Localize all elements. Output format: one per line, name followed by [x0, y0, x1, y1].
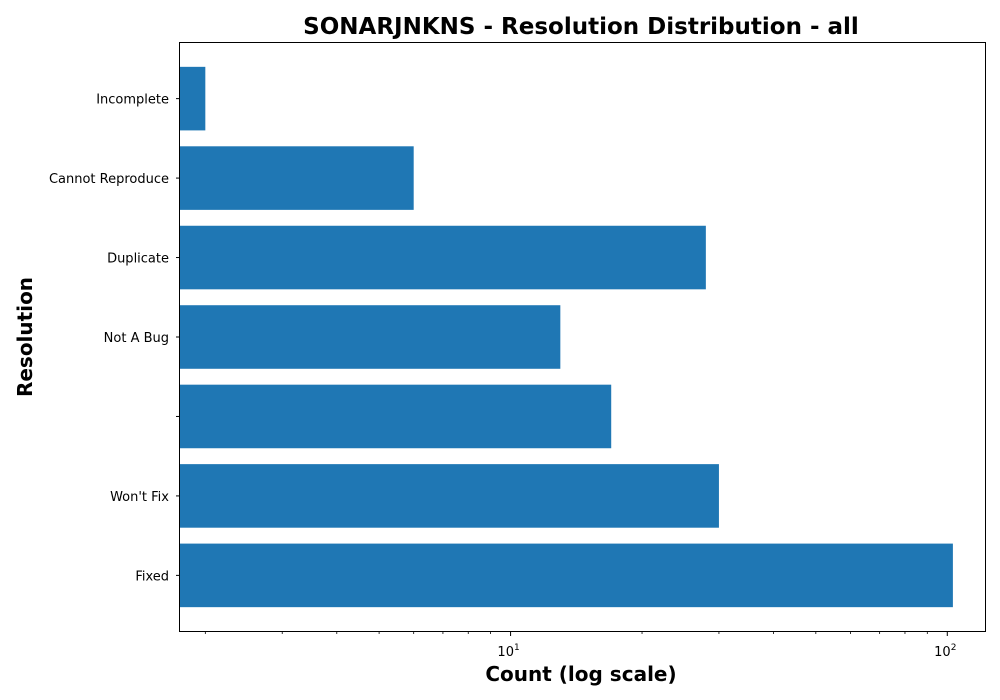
y-tick-label: Not A Bug [104, 331, 169, 346]
y-tick-label: Cannot Reproduce [49, 172, 169, 187]
x-tick-label: 102 [934, 643, 956, 660]
x-tick-label: 101 [497, 643, 519, 660]
bar-duplicate [180, 225, 706, 290]
chart-title: SONARJNKNS - Resolution Distribution - a… [303, 14, 859, 40]
y-tick-label: Duplicate [107, 252, 169, 267]
bar-won-t-fix [180, 464, 719, 528]
bar-cannot-reproduce [180, 146, 414, 210]
y-axis-ticks: Fixed Won't Fix Not A Bug Duplicate Cannot R… [49, 93, 180, 584]
y-tick-label: Won't Fix [110, 490, 169, 505]
bar-incomplete [180, 66, 206, 131]
bars-group [180, 66, 953, 608]
plot-frame [179, 42, 986, 632]
x-axis-ticks: 101 102 [204, 631, 956, 660]
y-axis-label: Resolution [13, 277, 37, 397]
bar-fixed [180, 543, 953, 608]
bar-not-a-bug [180, 305, 561, 369]
x-axis-label: Count (log scale) [485, 662, 676, 686]
y-tick-label: Incomplete [96, 93, 169, 108]
y-tick-label: Fixed [135, 569, 169, 584]
bar-unlabeled [180, 384, 612, 449]
